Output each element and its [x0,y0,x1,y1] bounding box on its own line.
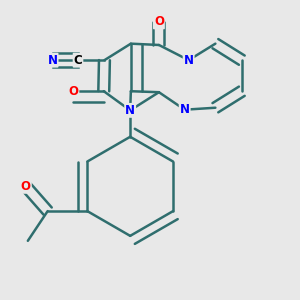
Text: O: O [68,85,78,98]
Text: C: C [74,54,82,67]
Text: N: N [48,54,58,67]
Text: O: O [154,15,164,28]
Text: N: N [180,103,190,116]
Text: N: N [184,54,194,67]
Text: N: N [125,104,135,117]
Text: O: O [21,180,31,193]
